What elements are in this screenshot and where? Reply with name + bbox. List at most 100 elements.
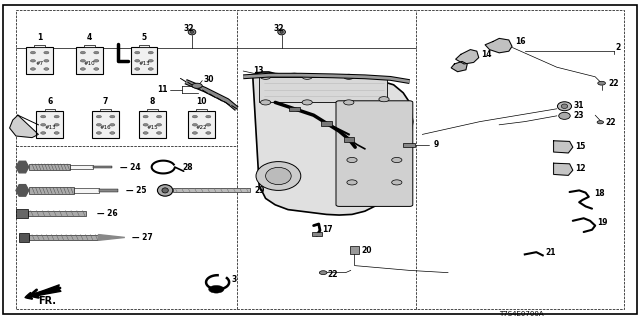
Circle shape (148, 60, 154, 62)
Text: #15: #15 (147, 125, 158, 130)
Bar (259, 77, 387, 102)
Text: 32: 32 (184, 24, 194, 33)
Circle shape (31, 60, 36, 62)
Circle shape (302, 74, 312, 79)
Text: 14: 14 (481, 50, 492, 59)
Circle shape (31, 51, 36, 54)
Circle shape (94, 51, 99, 54)
Circle shape (40, 132, 46, 134)
Bar (100, 109, 111, 111)
Circle shape (81, 60, 86, 62)
Bar (289, 107, 300, 111)
Text: 12: 12 (575, 164, 585, 173)
Text: #10: #10 (84, 61, 95, 66)
Circle shape (44, 51, 49, 54)
Bar (84, 45, 95, 47)
Circle shape (392, 157, 402, 163)
Text: 16: 16 (515, 37, 525, 46)
Circle shape (94, 60, 99, 62)
Bar (147, 109, 157, 111)
Bar (26, 47, 53, 75)
Polygon shape (554, 163, 573, 175)
Circle shape (206, 116, 211, 118)
Circle shape (135, 60, 140, 62)
Text: 29: 29 (255, 186, 265, 195)
Circle shape (44, 60, 49, 62)
Ellipse shape (157, 185, 173, 196)
Bar (403, 143, 415, 147)
Circle shape (209, 285, 224, 293)
Circle shape (97, 116, 102, 118)
Text: — 25: — 25 (126, 186, 147, 195)
Bar (321, 121, 332, 126)
Text: #13: #13 (138, 61, 150, 66)
FancyBboxPatch shape (336, 101, 413, 206)
Bar (196, 109, 207, 111)
Circle shape (143, 132, 148, 134)
Circle shape (260, 100, 271, 105)
Circle shape (44, 68, 49, 70)
Text: 9: 9 (433, 140, 438, 149)
Circle shape (260, 74, 271, 79)
Ellipse shape (162, 188, 168, 193)
Text: — 24: — 24 (120, 163, 140, 172)
Circle shape (302, 100, 312, 105)
Polygon shape (16, 185, 29, 196)
Bar (16, 209, 28, 218)
Circle shape (54, 116, 60, 118)
Bar (344, 137, 354, 142)
Circle shape (81, 51, 86, 54)
Bar (29, 187, 74, 194)
Circle shape (97, 132, 102, 134)
Circle shape (344, 100, 354, 105)
Circle shape (110, 132, 115, 134)
Polygon shape (554, 141, 573, 153)
Text: T7S4E0700A: T7S4E0700A (499, 311, 544, 316)
Text: 5: 5 (141, 33, 147, 43)
Ellipse shape (256, 162, 301, 190)
Text: 6: 6 (47, 97, 52, 106)
Circle shape (81, 68, 86, 70)
Circle shape (54, 124, 60, 126)
Circle shape (97, 124, 102, 126)
Circle shape (192, 132, 198, 134)
Text: 18: 18 (594, 189, 605, 198)
Bar (76, 47, 103, 75)
Circle shape (94, 68, 99, 70)
Circle shape (143, 116, 148, 118)
Text: 10: 10 (196, 97, 207, 106)
Circle shape (40, 124, 46, 126)
Bar (29, 164, 70, 170)
Text: 7: 7 (103, 97, 108, 106)
Circle shape (192, 116, 198, 118)
Text: 22: 22 (605, 118, 616, 127)
Bar (19, 233, 29, 242)
Polygon shape (253, 72, 413, 215)
Circle shape (135, 68, 140, 70)
Bar (92, 111, 119, 139)
Text: 3: 3 (232, 276, 237, 284)
Text: 22: 22 (608, 79, 618, 88)
Text: #22: #22 (196, 125, 207, 130)
Circle shape (110, 124, 115, 126)
Ellipse shape (280, 31, 284, 33)
Bar (70, 165, 93, 169)
Text: 17: 17 (323, 225, 333, 234)
Bar (36, 111, 63, 139)
Text: 23: 23 (573, 111, 584, 120)
Text: 2: 2 (616, 43, 621, 52)
Bar (74, 188, 99, 193)
Bar (35, 45, 45, 47)
Circle shape (192, 124, 198, 126)
Text: 1: 1 (37, 33, 42, 43)
Bar (99, 189, 118, 192)
Text: — 27: — 27 (132, 233, 153, 242)
Circle shape (54, 132, 60, 134)
Circle shape (206, 132, 211, 134)
Text: 11: 11 (157, 85, 167, 94)
Ellipse shape (191, 31, 193, 33)
Ellipse shape (559, 112, 570, 119)
Bar (29, 235, 99, 240)
Polygon shape (99, 235, 125, 240)
Circle shape (206, 124, 211, 126)
